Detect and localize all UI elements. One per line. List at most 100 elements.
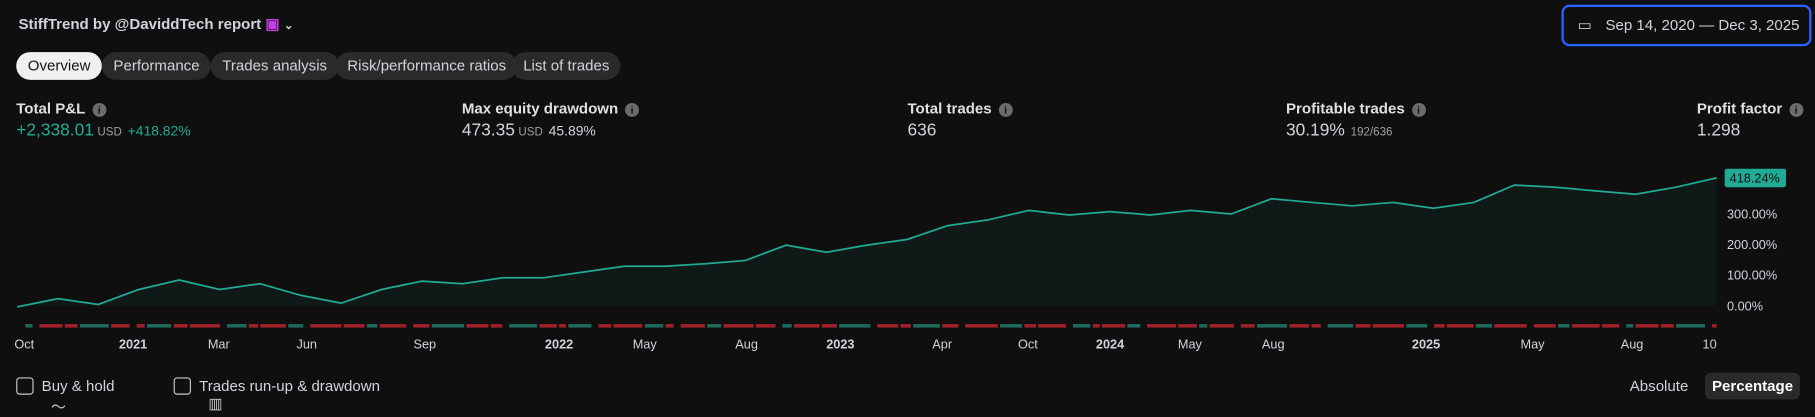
info-icon[interactable]: i bbox=[1411, 102, 1426, 117]
equity-chart: 0.00% 100.00% 200.00% 300.00% 418.24% Oct 2021… bbox=[14, 168, 1787, 351]
trade-strip bbox=[644, 324, 664, 328]
trade-strip bbox=[343, 324, 365, 328]
info-icon[interactable]: i bbox=[625, 102, 640, 117]
value: +2,338.01 bbox=[16, 120, 94, 141]
trade-strip bbox=[821, 324, 837, 328]
tab[interactable]: List of trades bbox=[511, 52, 621, 80]
x-tick-label: 2021 bbox=[119, 336, 147, 351]
trade-strip bbox=[568, 324, 592, 328]
trade-strip bbox=[1327, 324, 1354, 328]
equity-line bbox=[17, 177, 1717, 308]
y-tick-label: 0.00% bbox=[1727, 298, 1763, 313]
trade-strip bbox=[755, 324, 776, 328]
trade-strip bbox=[226, 324, 247, 328]
trade-strip bbox=[79, 324, 109, 328]
tab[interactable]: Trades analysis bbox=[210, 52, 339, 80]
trade-strip bbox=[1571, 324, 1600, 328]
trade-strip bbox=[1494, 324, 1527, 328]
strategy-title: StiffTrend by @DaviddTech report ▣ ⌄ bbox=[18, 15, 294, 33]
date-range-picker[interactable]: ▭ Sep 14, 2020 — Dec 3, 2025 bbox=[1561, 4, 1812, 47]
trade-strip bbox=[25, 324, 33, 328]
x-tick-label: Jun bbox=[296, 336, 317, 351]
trade-strip bbox=[1635, 324, 1659, 328]
value: 473.35 bbox=[461, 120, 515, 141]
icon: ▥ bbox=[208, 394, 223, 413]
trade-strip bbox=[1355, 324, 1371, 328]
title: StiffTrend by @DaviddTech bbox=[18, 15, 214, 33]
x-tick-label: Oct bbox=[1018, 336, 1038, 351]
trade-strip bbox=[1406, 324, 1428, 328]
extra: 45.89% bbox=[548, 122, 596, 139]
trade-strip bbox=[466, 324, 489, 328]
trade-strip bbox=[1147, 324, 1177, 328]
trade-strip bbox=[1434, 324, 1445, 328]
trade-strip bbox=[1661, 324, 1674, 328]
label: Buy & hold bbox=[41, 377, 115, 395]
trade-strip bbox=[1209, 324, 1234, 328]
trade-strip bbox=[248, 324, 259, 328]
trade-strip bbox=[782, 324, 792, 328]
calendar-icon: ▭ bbox=[1577, 16, 1592, 34]
trade-strip bbox=[1240, 324, 1255, 328]
unit: USD bbox=[97, 126, 122, 139]
trade-strip bbox=[39, 324, 63, 328]
trade-strip bbox=[1475, 324, 1493, 328]
label: Profit factor bbox=[1696, 99, 1783, 117]
tab[interactable]: Risk/performance ratios bbox=[335, 52, 518, 80]
trade-strip bbox=[559, 324, 567, 328]
trade-strip bbox=[260, 324, 286, 328]
info-icon[interactable]: i bbox=[1789, 102, 1804, 117]
info-icon[interactable]: i bbox=[92, 102, 107, 117]
y-tick-label: 100.00% bbox=[1727, 268, 1777, 283]
trade-strip bbox=[942, 324, 959, 328]
x-tick-label: 2022 bbox=[545, 336, 573, 351]
last-value-label: 418.24% bbox=[1730, 171, 1780, 186]
label: Total P&L bbox=[16, 99, 86, 117]
trade-strip bbox=[1289, 324, 1310, 328]
x-tick-label: 10 bbox=[1703, 336, 1717, 351]
trade-strip bbox=[1257, 324, 1288, 328]
metric-label: Profitable trades i bbox=[1286, 100, 1426, 117]
tab[interactable]: Performance bbox=[101, 52, 212, 80]
trade-strip bbox=[839, 324, 871, 328]
trade-strip bbox=[707, 324, 722, 328]
label: Max equity drawdown bbox=[461, 99, 619, 117]
x-tick-label: 2024 bbox=[1096, 336, 1124, 351]
label: Total trades bbox=[907, 99, 992, 117]
x-tick-label: Aug bbox=[735, 336, 758, 351]
trade-strip bbox=[598, 324, 612, 328]
checkbox[interactable] bbox=[16, 377, 34, 395]
trade-strip bbox=[189, 324, 220, 328]
checkbox[interactable] bbox=[173, 377, 191, 395]
y-tick-label: 200.00% bbox=[1727, 237, 1777, 252]
value: 636 bbox=[907, 120, 937, 141]
trade-strip bbox=[64, 324, 78, 328]
toggle[interactable]: Percentage bbox=[1704, 372, 1801, 400]
trade-strip bbox=[1178, 324, 1197, 328]
x-tick-label: 2023 bbox=[826, 336, 854, 351]
metric-label: Total P&L i bbox=[16, 99, 107, 117]
trade-strip bbox=[288, 324, 304, 328]
metric-label: Profit factor i bbox=[1696, 99, 1804, 117]
tab[interactable]: Overview bbox=[16, 52, 103, 80]
x-tick-label: Mar bbox=[208, 336, 231, 351]
trade-strip bbox=[539, 324, 557, 328]
trade-strip bbox=[1601, 324, 1620, 328]
trade-strip bbox=[1038, 324, 1067, 328]
trade-strip bbox=[665, 324, 674, 328]
unit: USD bbox=[518, 126, 543, 139]
trade-strip bbox=[379, 324, 407, 328]
trade-strip bbox=[431, 324, 465, 328]
trade-strip bbox=[965, 324, 998, 328]
metric-value: 1.298 bbox=[1697, 120, 1740, 140]
trade-strip bbox=[1024, 324, 1036, 328]
trade-strip bbox=[1446, 324, 1474, 328]
metric-label: Total trades i bbox=[907, 99, 1013, 117]
trade-strip bbox=[1533, 324, 1556, 328]
trade-strip bbox=[1557, 324, 1570, 328]
label: Trades run-up & drawdown bbox=[199, 377, 381, 395]
trade-strip bbox=[111, 324, 130, 328]
toggle[interactable]: Absolute bbox=[1629, 377, 1689, 395]
info-icon[interactable]: i bbox=[998, 102, 1013, 117]
metric-value: 473.35 USD 45.89% bbox=[462, 120, 596, 140]
